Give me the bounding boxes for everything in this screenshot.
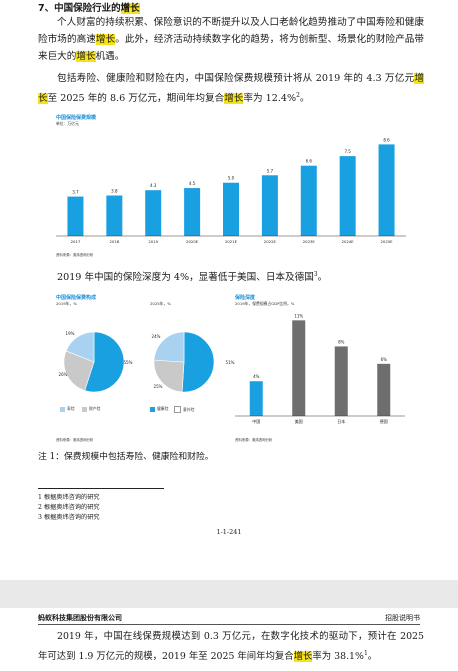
- x-tick-label: 2017: [71, 239, 81, 244]
- footnote-2: 2 根据奥纬咨询的研究: [38, 504, 100, 511]
- pie-slice: [65, 331, 95, 363]
- bar: [106, 195, 123, 236]
- pie-slice-label: 19%: [66, 331, 75, 336]
- bar-value-label: 6%: [381, 357, 388, 362]
- chart1-title: 中国保险保费规模: [56, 115, 97, 121]
- pie-slice-label: 26%: [59, 372, 68, 377]
- bar-value-label: 4.3: [150, 183, 157, 188]
- chart1-source: 资料来源：奥纬咨询分析: [56, 253, 94, 257]
- pie-slice-label: 55%: [124, 360, 133, 365]
- doc-type-header: 招股说明书: [385, 614, 420, 622]
- bar: [184, 188, 201, 236]
- footnote-rule: [38, 488, 164, 489]
- highlight-term: 增长: [224, 93, 244, 105]
- bar: [261, 175, 278, 236]
- bar-value-label: 6.6: [306, 159, 313, 164]
- highlight-term: 增长: [95, 34, 116, 45]
- chart1-unit: 单位：万亿元: [56, 121, 79, 126]
- pie-section-title: 中国保险保费构成: [56, 295, 97, 301]
- x-tick-label: 2022E: [264, 239, 277, 244]
- pie-slice-label: 25%: [154, 384, 163, 389]
- x-tick-label: 2023E: [303, 239, 316, 244]
- x-tick-label: 2025E: [381, 239, 394, 244]
- section-heading: 7、中国保险行业的增长: [38, 3, 140, 14]
- x-tick-label: 中国: [252, 418, 260, 424]
- pie-slice-label: 51%: [226, 360, 235, 365]
- paragraph-3: 2019 年中国的保险深度为 4%，显著低于美国、日本及德国3。: [57, 271, 328, 284]
- x-tick-label: 德国: [380, 418, 388, 424]
- highlight-term: 增长: [76, 51, 96, 62]
- note: 注 1：保费规模中包括寿险、健康险和财险。: [38, 452, 214, 462]
- bar: [249, 381, 263, 416]
- pie-chart-2019: 55% 26% 19%: [59, 331, 133, 393]
- pie-source: 资料来源：奥纬咨询分析: [56, 438, 94, 442]
- document-page-2: 蚂蚁科技集团股份有限公司 招股说明书 2019 年，中国在线保费规模达到 0.3…: [0, 608, 458, 671]
- pie-slice: [153, 359, 185, 393]
- highlight-term: 增长: [293, 651, 313, 663]
- legend-item: 财产险: [82, 406, 100, 412]
- chart2-source: 资料来源：奥纬咨询分析: [235, 438, 273, 442]
- x-tick-label: 2019: [148, 239, 158, 244]
- bar: [67, 196, 84, 236]
- bar-value-label: 4%: [253, 374, 260, 379]
- footnote-1: 1 根据奥纬咨询的研究: [38, 494, 100, 501]
- bar: [378, 144, 395, 236]
- pie1-unit: 2019年，%: [56, 301, 77, 306]
- bar-value-label: 4.5: [189, 181, 196, 186]
- pie-slice: [84, 331, 125, 393]
- chart2-title: 保险深度: [235, 295, 256, 301]
- page-number: 1-1-241: [216, 528, 242, 536]
- chart2-unit: 2019年，保费规模占GDP比例，%: [235, 301, 295, 306]
- premium-bar-chart: 3.7 2017 3.8 2018 4.3 2019 4.5 2020E 5.0 2021E 5.7…: [56, 137, 406, 244]
- bar: [145, 190, 162, 236]
- x-tick-label: 日本: [337, 418, 345, 424]
- bar: [223, 182, 239, 236]
- legend-swatch: [82, 406, 87, 412]
- header-rule: [38, 624, 420, 625]
- bar-value-label: 7.5: [344, 149, 351, 154]
- bar: [292, 320, 306, 416]
- bar-value-label: 8%: [338, 339, 345, 344]
- paragraph-1: 个人财富的持续积累、保险意识的不断提升以及人口老龄化趋势推动了中国寿险和健康险市…: [38, 17, 425, 62]
- paragraph-2: 包括寿险、健康险和财险在内，中国保险保费规模预计将从 2019 年的 4.3 万…: [38, 73, 424, 105]
- bar-value-label: 8.6: [383, 137, 390, 142]
- x-tick-label: 美国: [295, 418, 303, 424]
- x-tick-label: 2018: [109, 239, 119, 244]
- company-header: 蚂蚁科技集团股份有限公司: [38, 613, 122, 622]
- bar: [377, 363, 391, 416]
- legend-swatch: [174, 406, 181, 413]
- x-tick-label: 2021E: [225, 239, 238, 244]
- bar: [300, 165, 317, 236]
- pie2-unit: 2025年，%: [150, 301, 171, 306]
- legend-swatch: [60, 406, 65, 412]
- insurance-depth-chart: 4% 中国 11% 美国 8% 日本 6% 德国: [235, 313, 405, 424]
- pie-chart-2025: 51% 25% 24%: [152, 331, 235, 393]
- bar-value-label: 11%: [294, 313, 303, 318]
- legend-item: 意外险: [174, 406, 194, 413]
- legend-swatch: [150, 406, 155, 412]
- document-page: 7、中国保险行业的增长 个人财富的持续积累、保险意识的不断提升以及人口老龄化趋势…: [38, 3, 425, 536]
- bar-value-label: 3.8: [111, 189, 118, 194]
- pie-slice: [153, 331, 185, 363]
- x-tick-label: 2020E: [186, 239, 199, 244]
- page-gap: [0, 580, 458, 608]
- legend-item: 寿险: [60, 406, 75, 412]
- bar: [339, 156, 356, 236]
- bar-value-label: 5.7: [267, 168, 274, 173]
- pie-slice: [181, 331, 215, 393]
- bar: [334, 346, 348, 416]
- footnote-3: 3 根据奥纬咨询的研究: [38, 514, 100, 521]
- legend-item: 健康险: [150, 406, 168, 412]
- x-tick-label: 2024E: [342, 239, 355, 244]
- paragraph-page2: 2019 年，中国在线保费规模达到 0.3 万亿元，在数字化技术的驱动下，预计在…: [38, 631, 424, 663]
- pie-slice: [63, 350, 95, 391]
- bar-value-label: 3.7: [72, 190, 79, 195]
- pie-slice-label: 24%: [152, 334, 161, 339]
- bar-value-label: 5.0: [228, 176, 235, 181]
- highlight-term: 增长: [120, 3, 140, 14]
